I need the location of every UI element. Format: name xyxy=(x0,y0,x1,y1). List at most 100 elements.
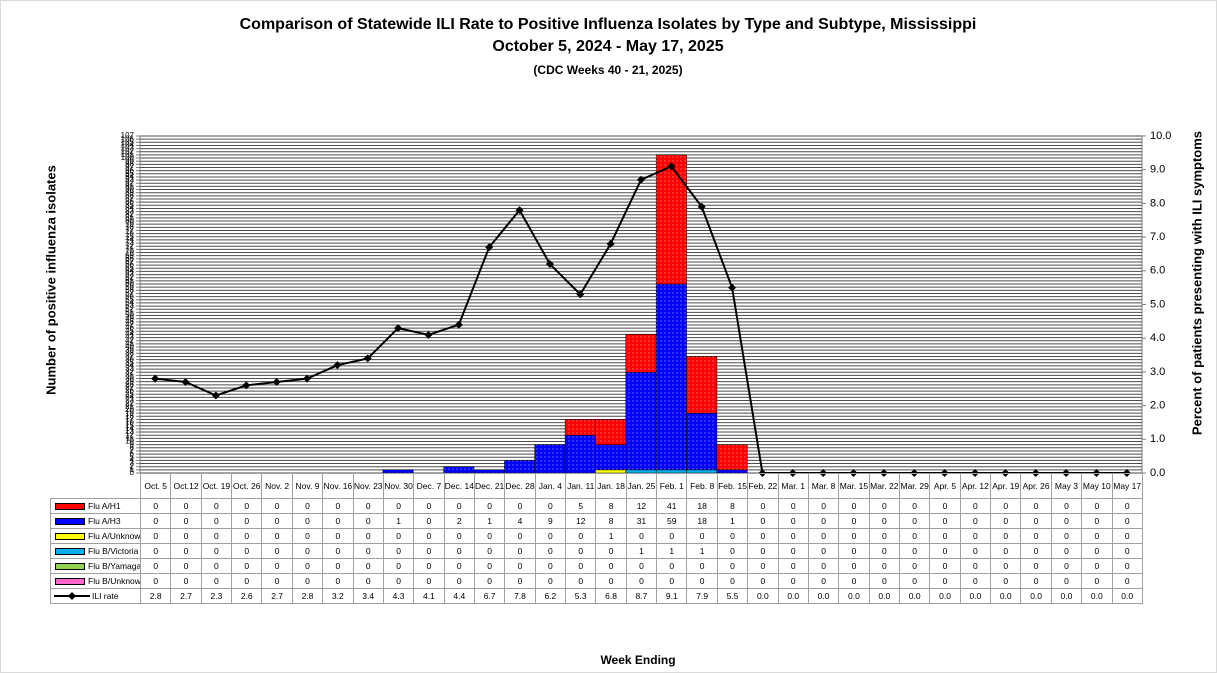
legend-label: Flu B/Yamagata xyxy=(88,560,140,571)
table-value: 0 xyxy=(443,558,475,574)
table-value: 0 xyxy=(959,528,992,544)
table-value: 0 xyxy=(898,543,931,559)
y-tick-label: 100 xyxy=(121,153,135,162)
table-value: 0 xyxy=(1081,558,1113,574)
table-value: 0 xyxy=(1020,498,1052,514)
table-value: 3.2 xyxy=(322,588,354,604)
bar xyxy=(655,154,687,285)
table-value: 0 xyxy=(565,573,597,589)
table-value: 0 xyxy=(1081,543,1113,559)
y-tick-label: 104 xyxy=(121,141,135,150)
table-value: 0 xyxy=(686,573,718,589)
y-tick-label: 103 xyxy=(121,144,135,153)
legend-entry: Flu B/Victoria xyxy=(50,543,141,559)
y-tick-label: 50 xyxy=(125,311,134,320)
table-value: 5.5 xyxy=(716,588,749,604)
category-label: Dec. 21 xyxy=(473,473,506,499)
y-tick-label: 68 xyxy=(125,254,134,263)
table-value: 0 xyxy=(200,498,233,514)
ili-marker xyxy=(303,374,311,383)
table-value: 0 xyxy=(322,498,354,514)
table-value: 0 xyxy=(990,543,1022,559)
category-label: May 17 xyxy=(1111,473,1143,499)
table-value: 0.0 xyxy=(747,588,779,604)
y-tick-label: 87 xyxy=(125,194,134,203)
table-value: 0 xyxy=(868,498,900,514)
table-value: 0 xyxy=(200,528,233,544)
legend-entry: Flu A/Unknown xyxy=(50,528,141,544)
table-value: 0 xyxy=(170,528,202,544)
table-value: 0 xyxy=(534,573,567,589)
ili-marker xyxy=(697,202,706,211)
table-value: 0 xyxy=(231,573,263,589)
table-value: 9.1 xyxy=(656,588,688,604)
table-value: 0 xyxy=(777,498,809,514)
y-tick-label: 44 xyxy=(125,330,134,339)
table-value: 0 xyxy=(382,558,415,574)
y-tick-label: 25 xyxy=(125,389,134,398)
category-label: Dec. 7 xyxy=(413,473,445,499)
category-label: Mar. 15 xyxy=(838,473,870,499)
table-value: 0 xyxy=(838,513,870,529)
table-value: 0 xyxy=(413,498,445,514)
category-label: Apr. 19 xyxy=(990,473,1022,499)
table-value: 0 xyxy=(352,543,384,559)
table-value: 0 xyxy=(595,543,627,559)
table-value: 5.3 xyxy=(565,588,597,604)
ili-marker xyxy=(333,361,342,370)
y-tick-label: 76 xyxy=(125,229,134,238)
table-value: 0 xyxy=(382,528,415,544)
ili-marker xyxy=(181,378,190,387)
y2-tick-label: 9.0 xyxy=(1150,164,1165,176)
y2-tick-label: 10.0 xyxy=(1150,130,1171,142)
y-tick-label: 99 xyxy=(125,156,134,165)
table-value: 0 xyxy=(504,528,536,544)
data-table: Oct. 5 Oct.12 Oct. 19 Oct. 26 Nov. 2 Nov. 9 No… xyxy=(50,473,1143,604)
chart-note: (CDC Weeks 40 - 21, 2025) xyxy=(533,63,682,77)
chart-title: Comparison of Statewide ILI Rate to Posi… xyxy=(240,16,977,33)
category-label: Feb. 15 xyxy=(716,473,749,499)
ili-marker xyxy=(545,260,554,269)
category-label: Mar. 8 xyxy=(807,473,840,499)
table-value: 0 xyxy=(807,573,840,589)
ili-marker xyxy=(485,243,494,252)
table-value: 0 xyxy=(898,528,931,544)
table-value: 0 xyxy=(200,573,233,589)
y-tick-label: 13 xyxy=(125,427,134,436)
table-value: 0 xyxy=(777,573,809,589)
category-label: Feb. 22 xyxy=(747,473,779,499)
y-tick-label: 22 xyxy=(125,399,134,408)
table-value: 0 xyxy=(686,528,718,544)
table-value: 0 xyxy=(139,543,172,559)
table-value: 0 xyxy=(170,513,202,529)
ili-marker xyxy=(211,391,220,400)
chart-subtitle: October 5, 2024 - May 17, 2025 xyxy=(492,38,723,55)
table-value: 0 xyxy=(1050,573,1083,589)
table-value: 0 xyxy=(990,513,1022,529)
legend-label: Flu B/Unknown xyxy=(88,575,141,586)
table-value: 1 xyxy=(656,543,688,559)
y2-axis-title: Percent of patients presenting with ILI … xyxy=(1189,131,1204,435)
table-value: 0 xyxy=(807,543,840,559)
table-value: 0 xyxy=(838,498,870,514)
table-value: 0 xyxy=(656,573,688,589)
table-value: 0 xyxy=(139,573,172,589)
y2-tick-label: 3.0 xyxy=(1150,366,1165,378)
table-value: 0 xyxy=(473,543,506,559)
table-value: 0 xyxy=(231,543,263,559)
corner-cell xyxy=(51,474,141,499)
y-tick-label: 93 xyxy=(125,175,134,184)
ili-marker xyxy=(728,283,737,292)
table-value: 0 xyxy=(1081,513,1113,529)
table-value: 0 xyxy=(322,558,354,574)
table-value: 41 xyxy=(656,498,688,514)
header-row: Oct. 5 Oct.12 Oct. 19 Oct. 26 Nov. 2 Nov. 9 No… xyxy=(51,473,1143,499)
y-tick-label: 29 xyxy=(125,377,134,386)
table-value: 0.0 xyxy=(1111,588,1143,604)
y-tick-label: 79 xyxy=(125,219,134,228)
ili-marker xyxy=(515,206,524,215)
table-value: 8 xyxy=(716,498,749,514)
y-tick-label: 7 xyxy=(130,446,135,455)
legend-label: ILI rate xyxy=(92,590,119,601)
ili-marker xyxy=(363,354,372,363)
